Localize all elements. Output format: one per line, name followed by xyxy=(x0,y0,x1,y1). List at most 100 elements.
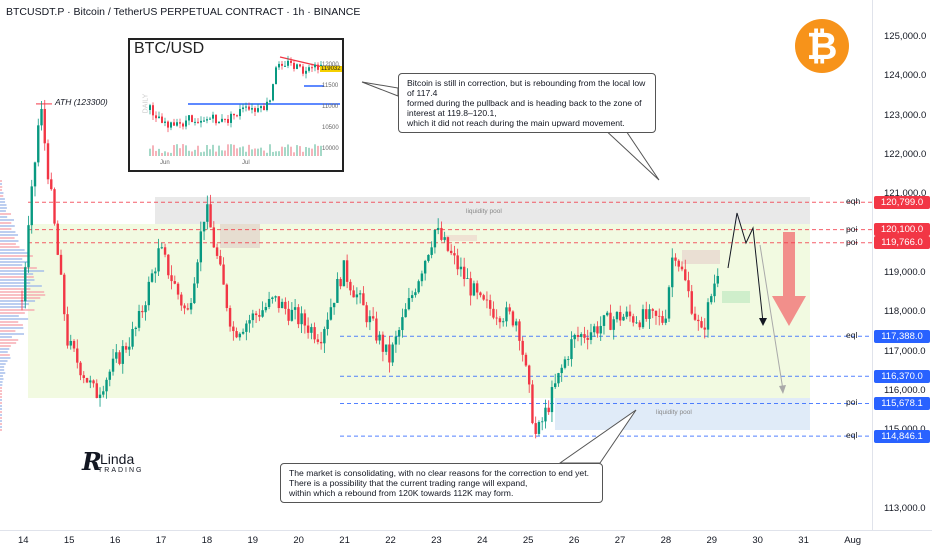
level-price-tag: 120,100.0 xyxy=(874,223,930,237)
candle xyxy=(628,311,632,317)
candle xyxy=(215,247,219,256)
time-tick: Aug xyxy=(844,535,862,546)
candle xyxy=(76,348,79,363)
candle xyxy=(384,344,388,352)
candle xyxy=(225,284,229,309)
candle xyxy=(118,352,121,364)
inset-candle xyxy=(218,121,220,124)
price-tick: 119,000.0 xyxy=(884,266,926,278)
candle xyxy=(453,253,456,256)
inset-candle xyxy=(269,100,271,102)
level-price-tag: 119,766.0 xyxy=(874,236,930,250)
candle xyxy=(713,283,716,297)
price-tick: 118,000.0 xyxy=(884,306,926,318)
volume-profile-bar xyxy=(0,180,2,182)
price-tick: 113,000.0 xyxy=(884,502,926,514)
price-tick: 122,000.0 xyxy=(884,149,927,160)
candle xyxy=(687,280,690,292)
candle xyxy=(98,394,102,399)
candle xyxy=(508,307,511,312)
projection-arrowhead-1 xyxy=(759,318,767,326)
level-price-tag: 114,846.1 xyxy=(874,429,930,443)
volume-profile-bar xyxy=(0,270,45,272)
candle xyxy=(397,330,401,337)
time-axis[interactable] xyxy=(0,530,932,551)
inset-daily-chart: BTC/USD DAILY 119032 12000 11500 11000 1050… xyxy=(128,38,344,172)
volume-profile-bar xyxy=(0,231,16,233)
volume-profile-bar xyxy=(0,399,2,401)
candle xyxy=(531,384,534,424)
time-tick: 17 xyxy=(155,535,167,546)
candle xyxy=(66,314,69,346)
candle xyxy=(264,307,268,311)
candle xyxy=(391,344,394,363)
candle xyxy=(524,354,528,366)
inset-candle xyxy=(317,64,319,70)
inset-candle xyxy=(293,62,295,69)
candle xyxy=(615,311,619,320)
inset-title: BTC/USD xyxy=(134,40,205,57)
candle xyxy=(284,301,287,309)
candle xyxy=(488,300,492,309)
time-tick: 31 xyxy=(798,535,809,546)
candle xyxy=(407,298,411,310)
candle xyxy=(170,275,173,282)
liquidity-pool-label-bottom: liquidity pool xyxy=(656,409,692,416)
candle xyxy=(134,327,137,330)
candle xyxy=(622,316,625,321)
candle xyxy=(462,266,466,279)
inset-candle xyxy=(287,60,289,66)
candle xyxy=(365,305,368,323)
volume-profile-bar xyxy=(0,369,5,371)
volume-profile-bar xyxy=(0,315,19,317)
inset-volume-bar xyxy=(155,150,157,156)
candle xyxy=(258,315,261,317)
price-tick: 116,000.0 xyxy=(884,384,926,396)
time-tick: 14 xyxy=(18,535,29,546)
volume-profile-bar xyxy=(0,336,12,338)
volume-profile-bar xyxy=(0,345,11,347)
candle xyxy=(46,143,50,180)
inset-volume-bar xyxy=(167,152,169,156)
time-tick: 16 xyxy=(109,535,121,546)
candle xyxy=(667,287,671,319)
candle xyxy=(550,387,554,413)
candle xyxy=(511,311,515,326)
candle xyxy=(514,321,518,326)
inset-volume-bar xyxy=(197,145,199,156)
candle xyxy=(59,254,63,275)
candle xyxy=(228,308,232,327)
price-tick: 115,000.0 xyxy=(884,424,926,435)
candle xyxy=(599,325,602,334)
volume-profile-bar xyxy=(0,204,7,206)
volume-profile-bar xyxy=(0,402,2,404)
inset-candle xyxy=(242,107,244,110)
inset-volume-bar xyxy=(173,145,175,156)
inset-volume-bar xyxy=(233,144,235,156)
candle xyxy=(72,340,76,349)
volume-profile-bar xyxy=(0,267,37,269)
candle xyxy=(661,316,664,323)
inset-volume-bar xyxy=(200,152,202,156)
candle xyxy=(154,271,157,274)
volume-profile-bar xyxy=(0,186,3,188)
inset-price-tag: 119032 xyxy=(320,66,342,72)
candle xyxy=(576,334,580,337)
volume-profile-bar xyxy=(0,348,10,350)
inset-volume-bar xyxy=(248,144,250,156)
inset-volume-bar xyxy=(287,144,289,156)
inset-volume-bar xyxy=(206,144,208,156)
volume-profile-bar xyxy=(0,318,29,320)
candle xyxy=(274,296,277,298)
time-tick: 26 xyxy=(568,535,580,546)
inset-xtick-jul: Jul xyxy=(242,160,250,166)
candle xyxy=(342,260,346,287)
inset-volume-bar xyxy=(227,144,229,156)
candle xyxy=(173,281,177,284)
candle xyxy=(30,186,33,226)
candle xyxy=(297,307,300,325)
inset-candle xyxy=(164,121,166,123)
callout-top-pointer-left xyxy=(361,81,399,97)
candle xyxy=(293,307,297,310)
